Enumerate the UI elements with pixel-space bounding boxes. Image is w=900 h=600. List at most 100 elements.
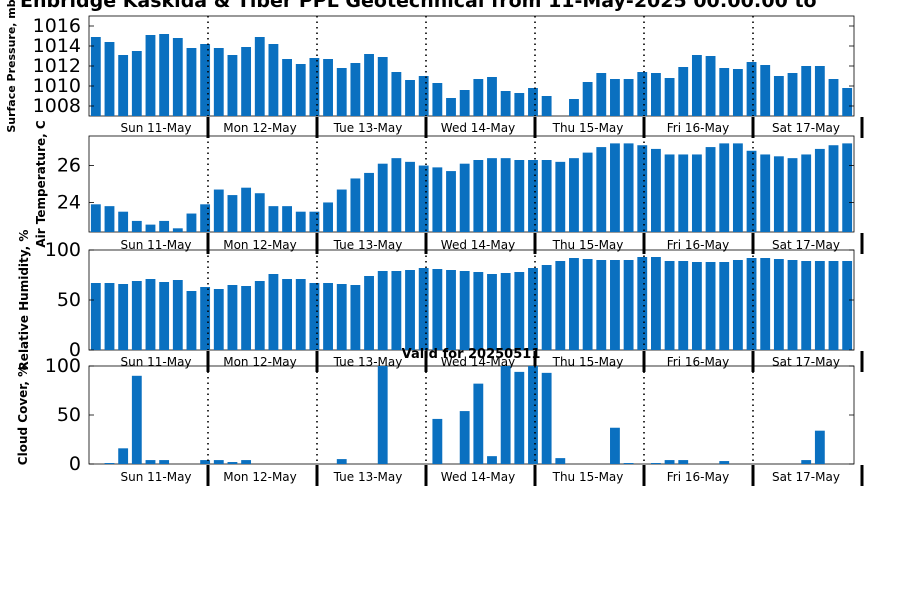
y-tick-label: 0	[69, 339, 81, 361]
pressure-bar	[473, 79, 484, 116]
temperature-bar	[241, 187, 252, 232]
pressure-bar	[186, 48, 197, 116]
cloud-cover-bar	[500, 366, 511, 464]
pressure-bar	[500, 91, 511, 116]
pressure-bar	[282, 59, 292, 116]
humidity-bar	[828, 261, 839, 350]
plot-frame	[88, 135, 855, 233]
pressure-bar	[651, 73, 661, 116]
temperature-bar	[582, 152, 593, 232]
day-label: Sun 11-May	[120, 121, 191, 135]
pressure-bar	[241, 47, 252, 116]
temperature-bar	[118, 211, 129, 232]
day-label: Mon 12-May	[223, 121, 297, 135]
temperature-bar	[432, 167, 443, 232]
temperature-bar	[651, 148, 661, 232]
pressure-bar	[487, 77, 497, 116]
y-tick-label: 1016	[33, 15, 81, 37]
pressure-bar	[172, 38, 183, 116]
humidity-bar	[569, 258, 579, 350]
cloud-cover-bar	[159, 460, 170, 464]
humidity-bar	[241, 286, 252, 350]
humidity-bar	[705, 262, 716, 350]
humidity-bar	[459, 271, 470, 350]
temperature-bar	[500, 158, 511, 232]
day-label: Wed 14-May	[441, 238, 515, 252]
humidity-bar	[377, 271, 388, 350]
humidity-bar	[801, 261, 812, 350]
temperature-bar	[541, 160, 552, 232]
temperature-bar	[186, 213, 197, 232]
temperature-bar	[282, 206, 292, 232]
cloud-cover-bar	[555, 458, 566, 464]
y-tick-label: 1010	[33, 75, 81, 97]
day-label: Wed 14-May	[441, 355, 515, 369]
temperature-bar	[691, 154, 702, 232]
humidity-bar	[364, 276, 374, 350]
temperature-bar	[309, 211, 320, 232]
pressure-bar	[678, 67, 689, 116]
temperature-bar	[104, 206, 115, 232]
temperature-bar	[610, 143, 620, 232]
humidity-bar	[418, 268, 429, 350]
temperature-bar	[446, 171, 456, 232]
temperature-bar	[295, 211, 306, 232]
pressure-bar	[691, 55, 702, 116]
humidity-bar	[596, 260, 607, 350]
y-tick-label: 26	[57, 155, 81, 177]
cloud-cover-bar	[227, 462, 238, 464]
day-label: Fri 16-May	[667, 470, 730, 484]
temperature-bar	[377, 163, 388, 232]
day-label: Thu 15-May	[552, 470, 624, 484]
humidity-panel: 0 50 100 Sun 11-May Mon 12-May Tue 13-May Wed …	[17, 230, 864, 372]
humidity-bar	[555, 261, 566, 350]
y-tick-label: 1012	[33, 55, 81, 77]
cloud-cover-bar	[487, 456, 497, 464]
cloud-cover-bar	[514, 371, 525, 464]
day-label: Thu 15-May	[552, 238, 624, 252]
temperature-bar	[773, 156, 784, 232]
temperature-bar	[172, 228, 183, 232]
humidity-bar	[118, 284, 129, 350]
y-tick-label: 50	[57, 289, 81, 311]
day-label: Mon 12-May	[223, 238, 297, 252]
cloud-cover-bar	[145, 460, 156, 464]
day-label: Sat 17-May	[772, 238, 840, 252]
pressure-bar	[801, 66, 812, 116]
cloud-cover-bar	[377, 366, 388, 464]
temperature-bar	[623, 143, 634, 232]
day-label: Sat 17-May	[772, 355, 840, 369]
pressure-bar	[569, 99, 579, 116]
cloud-cover-bar	[801, 460, 812, 464]
day-label: Tue 13-May	[333, 355, 403, 369]
cloud-cover-bar	[104, 463, 115, 464]
humidity-bar	[323, 283, 333, 350]
pressure-bar	[350, 63, 361, 116]
temperature-bar	[555, 161, 566, 232]
day-label: Sat 17-May	[772, 470, 840, 484]
temperature-bar	[705, 147, 716, 232]
pressure-bar	[842, 88, 853, 116]
humidity-bar	[678, 261, 689, 350]
humidity-bar	[487, 274, 497, 350]
humidity-bar	[500, 273, 511, 350]
pressure-bar	[200, 44, 211, 116]
temperature-bar	[405, 161, 415, 232]
cloud-cover-bar	[651, 463, 661, 464]
humidity-bar	[391, 271, 402, 350]
cloud-cover-bar	[473, 383, 484, 464]
pressure-bar	[828, 79, 839, 116]
humidity-bar	[90, 283, 101, 350]
cloud-cover-bar	[118, 448, 129, 464]
day-label: Wed 14-May	[441, 470, 515, 484]
y-tick-label: 100	[45, 355, 81, 377]
humidity-bar	[760, 258, 771, 350]
day-label: Mon 12-May	[223, 470, 297, 484]
y-axis-label: Relative Humidity, %	[17, 230, 31, 371]
temperature-bar	[145, 224, 156, 232]
pressure-bar	[309, 58, 320, 116]
humidity-bar	[131, 281, 142, 350]
humidity-bar	[309, 283, 320, 350]
